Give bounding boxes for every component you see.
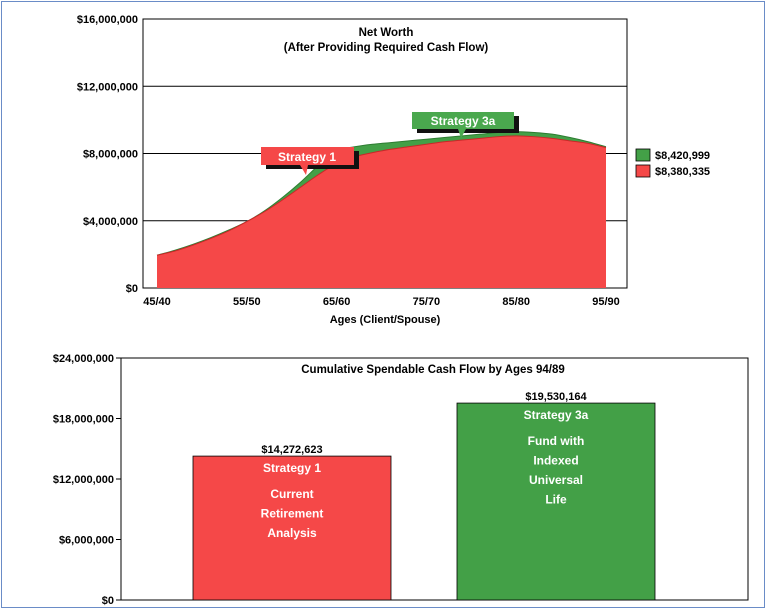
legend-value-strategy-3a: $8,420,999: [655, 150, 710, 162]
bar-description-line-strategy-3a: Fund with: [528, 434, 585, 448]
net-worth-y-tick-label: $4,000,000: [83, 216, 138, 228]
area-strategy-1: [157, 135, 606, 288]
callout-strategy-3a-label: Strategy 3a: [431, 114, 496, 128]
net-worth-x-tick-label: 55/50: [233, 296, 261, 308]
cash-flow-y-tick-label: $18,000,000: [53, 414, 114, 426]
net-worth-chart: Net Worth (After Providing Required Cash…: [77, 14, 710, 326]
net-worth-x-tick-label: 85/80: [502, 296, 530, 308]
legend-swatch-strategy-3a: [635, 148, 651, 162]
line-strategy-1: [156, 135, 607, 256]
cash-flow-y-tick-label: $0: [102, 595, 114, 607]
net-worth-x-tick-label: 75/70: [413, 296, 441, 308]
bar-description-line-strategy-1: Analysis: [267, 526, 317, 540]
bar-description-line-strategy-3a: Indexed: [533, 454, 578, 468]
net-worth-y-tick-label: $16,000,000: [77, 14, 138, 26]
bar-strategy-1: [192, 455, 392, 601]
cash-flow-chart: Cumulative Spendable Cash Flow by Ages 9…: [53, 353, 749, 607]
net-worth-x-tick-label: 95/90: [592, 296, 620, 308]
net-worth-x-tick-label: 65/60: [323, 296, 351, 308]
net-worth-x-axis-label: Ages (Client/Spouse): [330, 314, 441, 326]
callout-strategy-1: Strategy 1: [261, 147, 359, 175]
callout-strategy-3a: Strategy 3a: [412, 112, 519, 138]
net-worth-y-tick-label: $12,000,000: [77, 81, 138, 93]
bar-description-line-strategy-1: Retirement: [261, 507, 324, 521]
bar-description-line-strategy-3a: Universal: [529, 473, 583, 487]
callout-strategy-1-label: Strategy 1: [278, 150, 336, 164]
net-worth-y-tick-label: $8,000,000: [83, 149, 138, 161]
bar-strategy-3a: [456, 402, 656, 601]
net-worth-y-tick-label: $0: [126, 283, 138, 295]
line-strategy-3a: [156, 131, 607, 256]
cash-flow-y-tick-label: $24,000,000: [53, 353, 114, 365]
net-worth-x-tick-label: 45/40: [143, 296, 171, 308]
bar-value-label-strategy-3a: $19,530,164: [525, 391, 587, 403]
cash-flow-title: Cumulative Spendable Cash Flow by Ages 9…: [301, 364, 565, 376]
legend-swatch-strategy-1: [635, 164, 651, 178]
legend-value-strategy-1: $8,380,335: [655, 166, 710, 178]
bar-description-line-strategy-1: Current: [270, 487, 313, 501]
net-worth-title: Net Worth: [359, 27, 414, 39]
net-worth-legend: $8,420,999 $8,380,335: [635, 148, 710, 178]
cash-flow-y-tick-label: $12,000,000: [53, 474, 114, 486]
bar-name-label-strategy-1: Strategy 1: [263, 461, 321, 475]
net-worth-subtitle: (After Providing Required Cash Flow): [284, 42, 489, 54]
bar-name-label-strategy-3a: Strategy 3a: [524, 408, 589, 422]
bar-description-line-strategy-3a: Life: [545, 493, 567, 507]
bar-value-label-strategy-1: $14,272,623: [261, 444, 322, 456]
cash-flow-y-tick-label: $6,000,000: [59, 535, 114, 547]
